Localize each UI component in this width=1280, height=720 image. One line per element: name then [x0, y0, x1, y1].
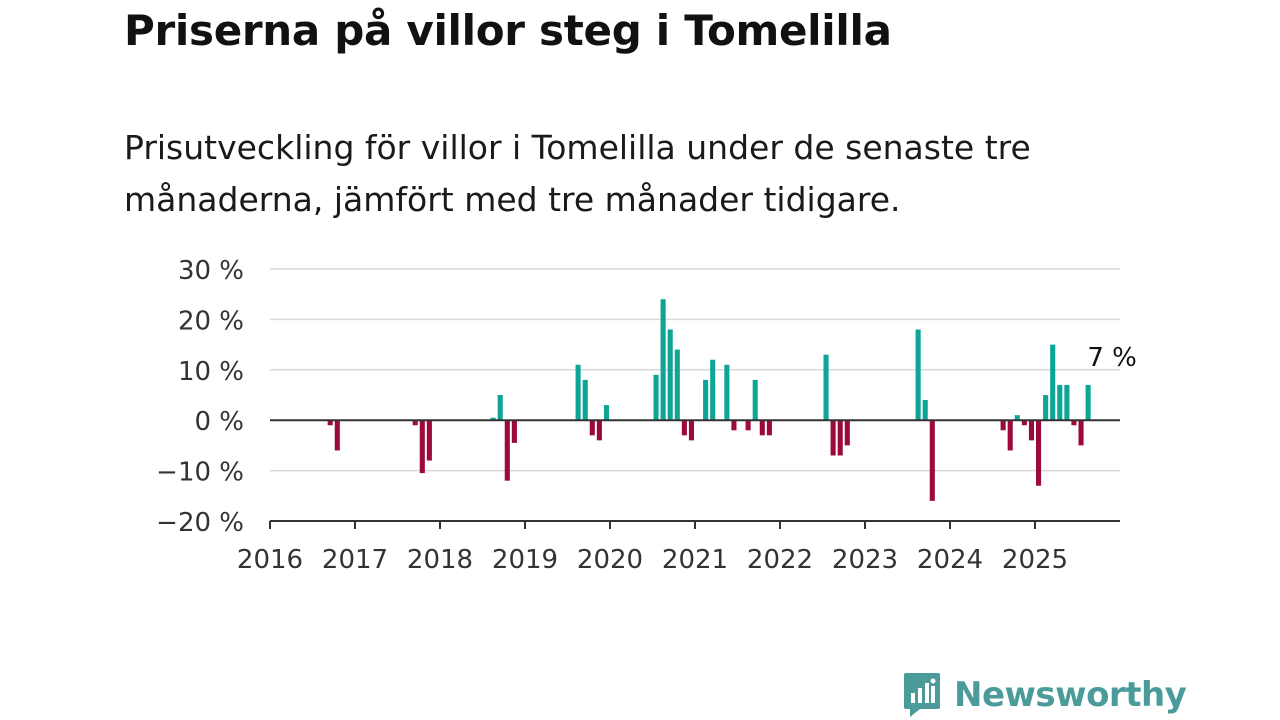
- bar: [703, 379, 709, 421]
- x-tick-label: 2018: [407, 545, 473, 575]
- bar: [1050, 344, 1056, 421]
- bar: [759, 420, 765, 436]
- bar: [575, 364, 581, 421]
- y-tick-label: −20 %: [156, 508, 244, 538]
- bar: [1064, 384, 1070, 421]
- x-tick-label: 2025: [1002, 545, 1068, 575]
- bar: [844, 420, 850, 446]
- y-tick-label: 10 %: [178, 357, 244, 387]
- y-tick-label: 30 %: [178, 256, 244, 286]
- bar: [504, 420, 510, 481]
- bars: [327, 299, 1091, 501]
- x-tick-label: 2021: [662, 545, 728, 575]
- bar: [681, 420, 687, 436]
- bar: [752, 379, 758, 421]
- brand-name: Newsworthy: [954, 675, 1187, 715]
- bar: [1035, 420, 1042, 486]
- bar: [724, 364, 730, 421]
- data-label: 7 %: [1087, 343, 1137, 373]
- x-tick-label: 2024: [917, 545, 983, 575]
- y-tick-label: −10 %: [156, 458, 244, 488]
- bar: [1014, 415, 1020, 421]
- bar: [1021, 420, 1027, 426]
- bar: [660, 299, 666, 421]
- bar: [837, 420, 843, 456]
- y-tick-label: 0 %: [194, 407, 244, 437]
- bar: [412, 420, 418, 426]
- chart-subtitle: Prisutveckling för villor i Tomelilla un…: [124, 128, 1031, 219]
- brand-logo: Newsworthy: [902, 670, 1187, 720]
- x-tick-label: 2016: [237, 545, 303, 575]
- x-tick-label: 2023: [832, 545, 898, 575]
- bar: [596, 420, 602, 441]
- bar: [667, 329, 673, 421]
- axes: [269, 419, 1120, 529]
- bar: [731, 420, 737, 431]
- bar: [1007, 420, 1013, 451]
- bar: [497, 395, 503, 421]
- x-tick-label: 2019: [492, 545, 558, 575]
- bar: [1028, 420, 1035, 441]
- bar: [1071, 420, 1077, 426]
- bar: [674, 349, 680, 421]
- bar: [511, 420, 517, 443]
- bar: [823, 354, 829, 421]
- bar: [419, 420, 425, 474]
- y-tick-label: 20 %: [178, 306, 244, 336]
- bar: [745, 420, 751, 431]
- bar: [603, 405, 610, 421]
- bar: [1085, 384, 1091, 421]
- bar: [1000, 420, 1006, 431]
- bar: [1043, 395, 1049, 421]
- bar: [710, 359, 716, 421]
- bar: [1078, 420, 1084, 446]
- bar: [582, 379, 588, 421]
- bar: [929, 420, 935, 501]
- bar: [1057, 384, 1063, 421]
- bar: [490, 417, 496, 421]
- bar: [830, 420, 836, 456]
- x-tick-label: 2020: [577, 545, 643, 575]
- bar: [589, 420, 595, 436]
- bar: [688, 420, 695, 441]
- bar: [327, 420, 333, 426]
- newsworthy-logo-icon: [904, 673, 940, 717]
- x-tick-label: 2017: [322, 545, 388, 575]
- x-tick-label: 2022: [747, 545, 813, 575]
- bar: [922, 400, 928, 421]
- bar: [915, 329, 921, 421]
- gridlines: [270, 268, 1120, 472]
- bar: [653, 374, 659, 421]
- bar: [766, 420, 772, 436]
- chart-title: Priserna på villor steg i Tomelilla: [124, 6, 892, 55]
- labels: −20 % −10 % 0 % 10 % 20 % 30 % 2016 2017 2018 201…: [156, 256, 1137, 575]
- bar: [426, 420, 432, 461]
- bar: [334, 420, 340, 451]
